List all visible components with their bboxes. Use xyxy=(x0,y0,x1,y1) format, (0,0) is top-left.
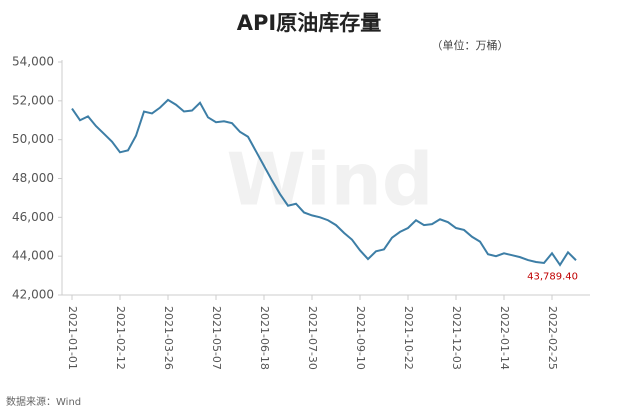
y-tick-label: 46,000 xyxy=(12,210,54,224)
line-series xyxy=(71,98,577,267)
y-tick-label: 54,000 xyxy=(12,55,54,69)
x-tick-label: 2022-02-25 xyxy=(546,306,559,370)
watermark: Wind xyxy=(227,138,434,222)
chart-title: API原油库存量 xyxy=(237,11,381,35)
data-label: 43,789.40 xyxy=(527,271,578,282)
x-tick-label: 2021-10-22 xyxy=(402,306,415,370)
x-tick-label: 2021-05-07 xyxy=(210,306,223,370)
y-tick-label: 52,000 xyxy=(12,93,54,107)
y-tick-label: 48,000 xyxy=(12,171,54,185)
x-tick-label: 2021-02-12 xyxy=(114,306,127,370)
y-tick-label: 50,000 xyxy=(12,132,54,146)
x-tick-label: 2021-01-01 xyxy=(66,306,79,370)
source-note: 数据来源：Wind xyxy=(6,395,81,408)
y-tick-label: 42,000 xyxy=(12,288,54,302)
x-tick-label: 2021-12-03 xyxy=(450,306,463,370)
x-tick-label: 2021-06-18 xyxy=(258,306,271,370)
y-tick-label: 44,000 xyxy=(12,249,54,263)
x-tick-label: 2021-03-26 xyxy=(162,306,175,370)
x-tick-label: 2021-07-30 xyxy=(306,306,319,370)
unit-note: （单位：万桶） xyxy=(432,38,509,52)
x-tick-label: 2021-09-10 xyxy=(354,306,367,370)
x-tick-label: 2022-01-14 xyxy=(498,306,511,370)
